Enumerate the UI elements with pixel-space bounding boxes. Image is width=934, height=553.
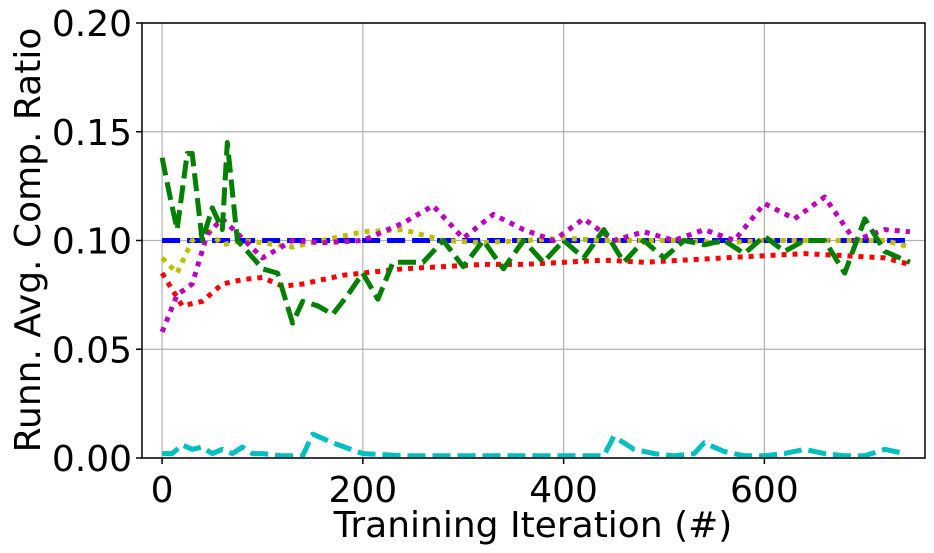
y-axis-title: Runn. Avg. Comp. Ratio bbox=[8, 28, 49, 453]
series-line-5 bbox=[159, 140, 911, 326]
series-line-6 bbox=[162, 431, 906, 459]
y-tick-label: 0.05 bbox=[52, 330, 132, 371]
x-tick-label: 600 bbox=[730, 470, 799, 511]
y-tick-label: 0.00 bbox=[52, 439, 132, 480]
x-tick-label: 400 bbox=[529, 470, 598, 511]
series-line-4 bbox=[159, 194, 911, 333]
y-tick-label: 0.10 bbox=[52, 222, 132, 263]
series-line-2 bbox=[159, 251, 911, 309]
x-tick-label: 0 bbox=[151, 470, 174, 511]
x-axis-title: Tranining Iteration (#) bbox=[333, 505, 733, 546]
y-tick-label: 0.15 bbox=[52, 113, 132, 154]
x-axis-ticks: 0 200 400 600 bbox=[151, 458, 799, 511]
series-group bbox=[159, 140, 911, 459]
x-tick-label: 200 bbox=[328, 470, 397, 511]
y-tick-label: 0.20 bbox=[52, 4, 132, 45]
y-axis-ticks: 0.00 0.05 0.10 0.15 0.20 bbox=[52, 4, 142, 480]
